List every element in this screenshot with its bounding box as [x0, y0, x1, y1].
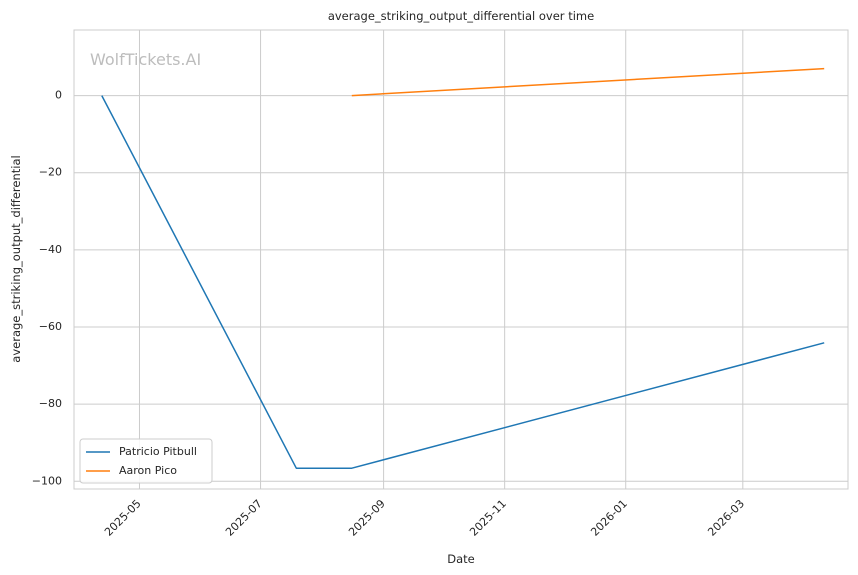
plot-frame — [73, 29, 849, 490]
y-tick-label: 0 — [55, 89, 62, 102]
y-tick-label: −80 — [39, 397, 62, 410]
series-layer — [101, 67, 825, 469]
legend: Patricio Pitbull Aaron Pico — [79, 438, 213, 484]
x-axis-label: Date — [447, 552, 475, 566]
y-tick-label: −40 — [39, 243, 62, 256]
x-tick-label: 2026-01 — [588, 497, 630, 539]
legend-label: Patricio Pitbull — [119, 445, 197, 458]
x-tick-label: 2025-11 — [467, 497, 509, 539]
y-tick-label: −60 — [39, 320, 62, 333]
grid — [74, 30, 848, 489]
series-line-2 — [351, 67, 825, 97]
x-tick-labels: 2025-05 2025-07 2025-09 2025-11 2026-01 2026-… — [102, 497, 747, 539]
series-line-1 — [101, 95, 825, 469]
y-tick-labels: 0 −20 −40 −60 −80 −100 — [32, 89, 62, 488]
chart-title: average_striking_output_differential ove… — [328, 9, 594, 23]
y-axis-label: average_striking_output_differential — [9, 155, 23, 362]
x-tick-label: 2025-05 — [102, 497, 144, 539]
legend-box — [79, 438, 213, 484]
y-tick-label: −100 — [32, 474, 62, 487]
x-tick-label: 2025-07 — [223, 497, 265, 539]
x-tick-label: 2026-03 — [705, 497, 747, 539]
y-tick-label: −20 — [39, 166, 62, 179]
legend-label: Aaron Pico — [119, 464, 177, 477]
x-tick-label: 2025-09 — [346, 497, 388, 539]
watermark: WolfTickets.AI — [90, 50, 201, 69]
